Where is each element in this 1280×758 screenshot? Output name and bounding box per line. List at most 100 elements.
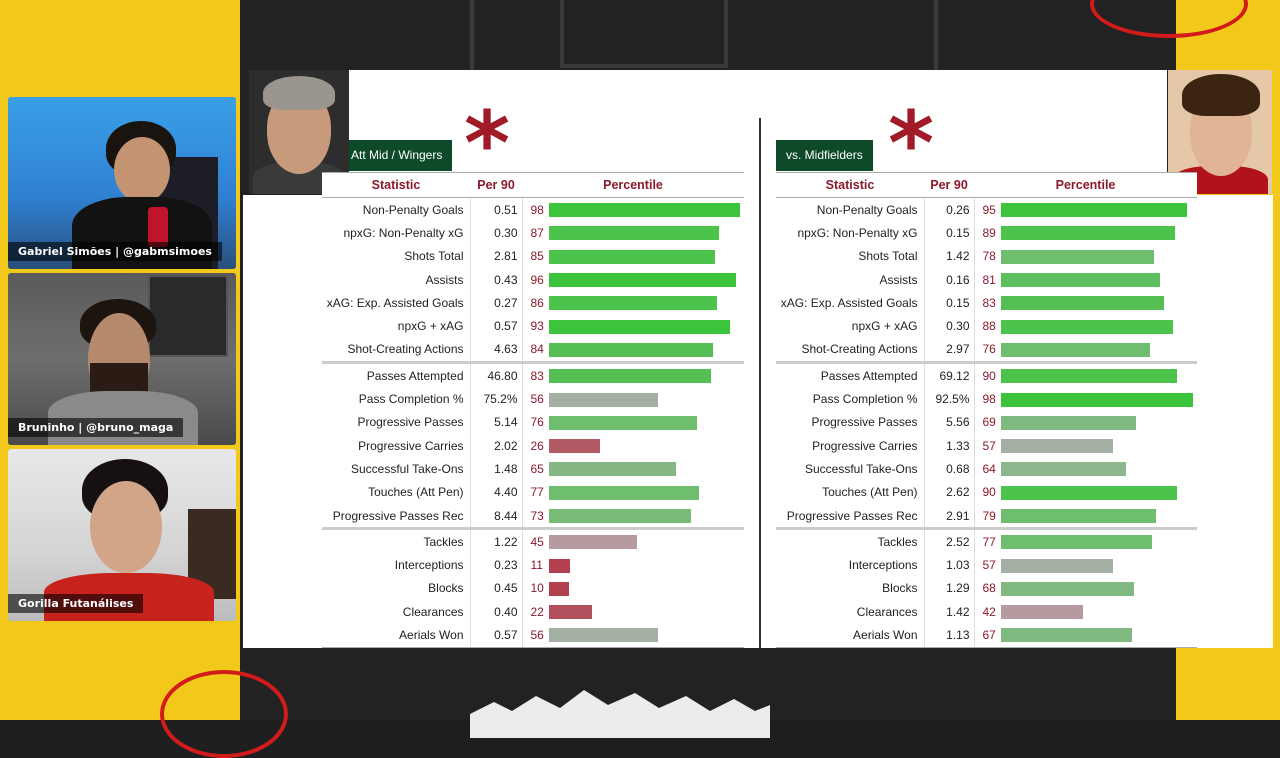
stat-row: Passes Attempted 46.80 83 (322, 361, 744, 388)
stat-row: Tackles 1.22 45 (322, 527, 744, 554)
percentile-bar (1000, 226, 1175, 241)
stat-name: Clearances (776, 600, 925, 624)
stat-percentile: 56 (522, 623, 549, 648)
percentile-bar (1000, 296, 1164, 311)
stat-name: Assists (322, 267, 471, 292)
stat-row: xAG: Exp. Assisted Goals 0.27 86 (322, 291, 745, 315)
stat-per90: 69.12 (924, 361, 975, 388)
stat-row: Progressive Carries 1.33 57 (776, 433, 1198, 458)
percentile-bar (548, 509, 691, 523)
percentile-bar-cell (548, 527, 744, 554)
percentile-bar-cell (1000, 198, 1198, 222)
stat-per90: 2.02 (470, 433, 523, 458)
stat-per90: 0.16 (924, 267, 975, 292)
percentile-bar (548, 342, 713, 357)
percentile-bar (548, 319, 730, 334)
stat-row: npxG + xAG 0.57 93 (322, 314, 744, 338)
stat-name: Blocks (776, 576, 925, 601)
percentile-bar-cell (1000, 314, 1198, 337)
stat-per90: 0.30 (924, 314, 975, 338)
stat-row: Aerials Won 1.13 67 (776, 623, 1197, 648)
stat-percentile: 26 (530, 438, 544, 453)
col-header-per90: Per 90 (470, 172, 522, 198)
webcam-name-label: Gabriel Simões | @gabmsimoes (8, 242, 222, 261)
wall-logo-frame (148, 275, 228, 357)
stat-row: Assists 0.16 81 (776, 267, 1197, 292)
percentile-bar (548, 296, 717, 311)
percentile-bar-cell (548, 481, 745, 504)
stat-per90: 0.15 (924, 291, 975, 315)
stat-name: Passes Attempted (776, 361, 925, 388)
stat-row: Progressive Passes 5.56 69 (776, 410, 1197, 434)
stat-name: xAG: Exp. Assisted Goals (322, 291, 471, 315)
stat-name: Tackles (322, 527, 471, 554)
percentile-bar (1000, 628, 1132, 643)
percentile-bar-cell (548, 291, 745, 314)
right-stats-table: Statistic Per 90 Percentile Non-Penalty … (776, 172, 1197, 648)
stat-per90: 2.81 (470, 244, 523, 268)
stat-row: Progressive Passes Rec 2.91 79 (776, 503, 1197, 529)
percentile-bar (1000, 273, 1160, 288)
stat-percentile: 96 (530, 272, 544, 287)
stat-name: Progressive Carries (776, 433, 925, 458)
percentile-bar (1000, 415, 1136, 430)
stat-percentile: 68 (982, 581, 996, 596)
stat-name: Aerials Won (322, 623, 471, 648)
stat-row: Shots Total 2.81 85 (322, 244, 744, 268)
stat-percentile: 83 (982, 295, 996, 310)
stat-percentile: 95 (982, 202, 996, 217)
stat-percentile: 76 (982, 342, 996, 357)
percentile-bar-cell (548, 553, 745, 576)
right-comparison-tag: vs. Midfielders (776, 140, 873, 171)
stat-per90: 1.29 (924, 576, 975, 601)
stat-name: Interceptions (776, 553, 925, 577)
stat-percentile: 79 (982, 508, 996, 523)
percentile-bar (1000, 249, 1154, 264)
percentile-bar (1000, 509, 1156, 523)
percentile-bar-cell (548, 600, 745, 623)
percentile-bar-cell (1000, 527, 1197, 554)
stat-name: Progressive Passes Rec (776, 503, 925, 529)
percentile-bar-cell (1000, 457, 1198, 480)
stat-name: xAG: Exp. Assisted Goals (776, 291, 925, 315)
stat-percentile: 84 (530, 342, 544, 357)
percentile-bar (1000, 462, 1126, 477)
stat-percentile: 85 (530, 249, 544, 264)
red-swirl-decoration (160, 670, 288, 758)
stat-name: Interceptions (322, 553, 471, 577)
stat-name: Aerials Won (776, 623, 925, 648)
percentile-bar-cell (1000, 221, 1198, 244)
stat-percentile: 81 (982, 272, 996, 287)
percentile-bar (548, 558, 570, 573)
stat-name: Shot-Creating Actions (322, 337, 471, 363)
stat-percentile: 56 (530, 392, 544, 407)
stat-name: Assists (776, 267, 925, 292)
stat-name: npxG: Non-Penalty xG (776, 221, 925, 245)
stat-per90: 2.52 (924, 527, 975, 554)
percentile-bar-cell (548, 577, 745, 600)
percentile-bar-cell (1000, 434, 1198, 457)
percentile-bar-cell (1000, 577, 1198, 600)
webcam-bruninho: Bruninho | @bruno_maga (8, 273, 236, 445)
stat-per90: 0.57 (470, 314, 523, 338)
stat-row: Touches (Att Pen) 2.62 90 (776, 480, 1197, 504)
webcam-name-label: Bruninho | @bruno_maga (8, 418, 184, 437)
percentile-bar (548, 485, 699, 500)
left-comparison-tag: Att Mid / Wingers (349, 140, 453, 171)
percentile-bar (1000, 319, 1173, 334)
stat-percentile: 90 (982, 485, 996, 500)
stat-percentile: 77 (974, 527, 1001, 554)
col-header-statistic: Statistic (322, 172, 470, 198)
stat-percentile: 45 (522, 527, 549, 554)
stat-name: Touches (Att Pen) (322, 480, 471, 504)
stat-row: Pass Completion % 92.5% 98 (776, 387, 1197, 411)
stat-name: Non-Penalty Goals (776, 197, 925, 222)
cup (148, 207, 168, 247)
stat-row: xAG: Exp. Assisted Goals 0.15 83 (776, 291, 1197, 315)
percentile-bar (548, 581, 569, 596)
percentile-bar-cell (1000, 553, 1198, 576)
stat-percentile: 64 (982, 461, 996, 476)
stat-name: Clearances (322, 600, 471, 624)
stat-name: Successful Take-Ons (776, 457, 925, 481)
percentile-bar (548, 203, 740, 218)
